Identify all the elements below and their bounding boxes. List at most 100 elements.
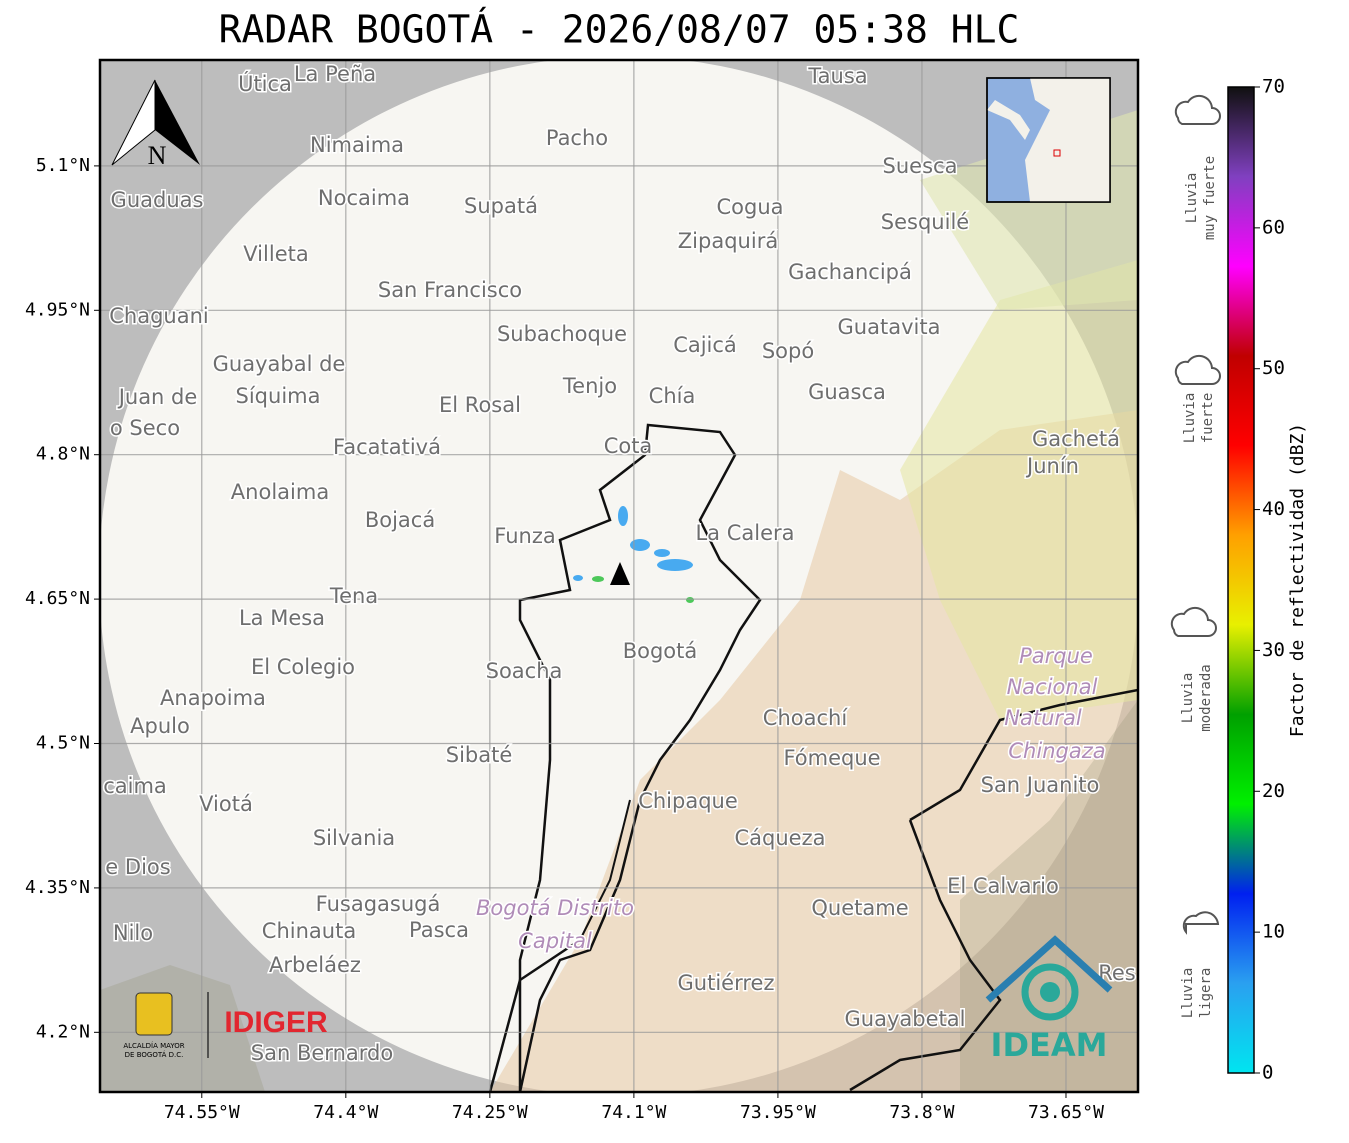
x-tick-label: 73.95°W: [740, 1102, 816, 1123]
map: Útica La Peña Tausa Pacho Nimaima Suesca Guadu…: [100, 60, 1138, 1092]
colorbar-tick-label: 20: [1262, 780, 1285, 802]
place-label: Bojacá: [365, 508, 435, 532]
colorbar: [1227, 86, 1255, 1074]
place-label: o Seco: [110, 416, 180, 440]
place-label: Sibaté: [446, 743, 513, 767]
place-label: e Dios: [105, 855, 170, 879]
rain-level-label: Lluvia: [1180, 673, 1196, 724]
logo-text: DE BOGOTÁ D.C.: [125, 1050, 184, 1059]
place-label: Villeta: [243, 242, 308, 266]
place-label: San Bernardo: [251, 1041, 393, 1065]
place-label: Res: [1098, 961, 1136, 985]
colorbar-tick-label: 40: [1262, 498, 1285, 520]
place-label: La Mesa: [239, 606, 325, 630]
place-label: Anolaima: [231, 480, 329, 504]
place-label: Arbeláez: [269, 953, 361, 977]
place-label: Fómeque: [783, 746, 880, 770]
x-tick-label: 74.55°W: [164, 1102, 240, 1123]
place-label: Choachí: [763, 706, 849, 730]
rain-level-label: muy fuerte: [1202, 156, 1218, 240]
place-label: San Juanito: [981, 773, 1100, 797]
rain-level-label: fuerte: [1200, 393, 1216, 444]
colorbar-tick-label: 50: [1262, 357, 1285, 379]
place-label: Facatativá: [333, 435, 441, 459]
logo-alcaldia: ALCALDÍA MAYOR DE BOGOTÁ D.C. IDIGER: [123, 992, 328, 1059]
grid: [100, 60, 1138, 1092]
place-label: Anapoima: [160, 686, 266, 710]
place-label: La Peña: [294, 62, 376, 86]
place-label: Parque: [1019, 644, 1093, 668]
place-labels: Útica La Peña Tausa Pacho Nimaima Suesca Guadu…: [102, 61, 1138, 1067]
place-label: Funza: [494, 524, 555, 548]
place-label: Bogotá Distrito: [476, 896, 634, 920]
place-label: Fusagasugá: [316, 892, 441, 916]
place-label: Gutiérrez: [678, 971, 775, 995]
y-tick-label: 4.8°N: [36, 444, 90, 465]
place-label: Guayabal de: [213, 352, 346, 376]
logo-text: IDEAM: [991, 1026, 1108, 1064]
title: RADAR BOGOTÁ - 2026/08/07 05:38 HLC: [219, 8, 1020, 52]
place-label: Suesca: [883, 154, 958, 178]
y-tick-label: 4.35°N: [25, 877, 90, 898]
rain-level-label: Lluvia: [1184, 173, 1200, 224]
place-label: Subachoque: [497, 322, 627, 346]
place-label: Tausa: [807, 64, 867, 88]
x-tick-label: 73.8°W: [889, 1102, 954, 1123]
colorbar-label: Factor de reflectividad (dBZ): [1287, 423, 1308, 737]
x-tick-label: 74.25°W: [452, 1102, 528, 1123]
place-label: Cajicá: [673, 333, 737, 357]
colorbar-tick-label: 60: [1262, 216, 1285, 238]
place-label: Supatá: [464, 194, 538, 218]
place-label: Soacha: [486, 659, 563, 683]
place-label: Nacional: [1007, 675, 1098, 699]
rain-level-label: moderada: [1198, 664, 1214, 731]
place-label: Tena: [329, 584, 378, 608]
y-tick-label: 4.95°N: [25, 299, 90, 320]
place-label: Juan de: [117, 385, 198, 409]
x-tick-label: 74.4°W: [313, 1102, 378, 1123]
y-tick-label: 4.5°N: [36, 733, 90, 754]
y-tick-label: 4.2°N: [36, 1021, 90, 1042]
place-label: Chaguani: [109, 304, 209, 328]
place-label: Nocaima: [318, 186, 410, 210]
place-label: Bogotá: [623, 639, 698, 663]
place-label: El Colegio: [251, 655, 355, 679]
colorbar-ticks: 0 10 20 30 40 50 60 70: [1254, 76, 1285, 1084]
place-label: Guasca: [808, 380, 886, 404]
place-label: Guayabetal: [845, 1007, 966, 1031]
logo-ideam: IDEAM: [985, 935, 1113, 1064]
axes: 74.55°W 74.4°W 74.25°W 74.1°W 73.95°W 73.8°W 7…: [25, 155, 1104, 1123]
x-tick-label: 74.1°W: [601, 1102, 666, 1123]
place-label: Silvania: [313, 826, 395, 850]
place-label: Guatavita: [838, 315, 941, 339]
north-arrow: N: [111, 79, 200, 170]
rain-level-label: Lluvia: [1182, 393, 1198, 444]
place-label: Capital: [518, 929, 592, 953]
logo-text: ALCALDÍA MAYOR: [123, 1041, 184, 1050]
place-label: Sesquilé: [881, 210, 969, 234]
colorbar-tick-label: 30: [1262, 639, 1285, 661]
logo-text: IDIGER: [224, 1006, 328, 1039]
place-label: El Rosal: [439, 393, 521, 417]
place-label: Chinauta: [262, 919, 356, 943]
colorbar-tick-label: 70: [1262, 76, 1285, 98]
place-label: Gachetá: [1032, 427, 1120, 451]
colorbar-tick-label: 10: [1262, 921, 1285, 943]
place-label: Apulo: [130, 714, 190, 738]
place-label: Guaduas: [111, 188, 204, 212]
place-label: Chingaza: [1008, 739, 1105, 763]
place-label: Cogua: [716, 195, 783, 219]
place-label: Natural: [1004, 706, 1082, 730]
place-label: Chipaque: [638, 789, 738, 813]
place-label: La Calera: [695, 521, 794, 545]
place-label: Cáqueza: [735, 826, 826, 850]
place-label: Pasca: [409, 918, 469, 942]
place-label: Útica: [238, 71, 292, 96]
place-label: Chía: [649, 384, 696, 408]
y-tick-label: 4.65°N: [25, 588, 90, 609]
place-label: Gachancipá: [788, 260, 912, 284]
place-label: Nimaima: [310, 133, 404, 157]
rain-level-label: ligera: [1198, 968, 1214, 1019]
